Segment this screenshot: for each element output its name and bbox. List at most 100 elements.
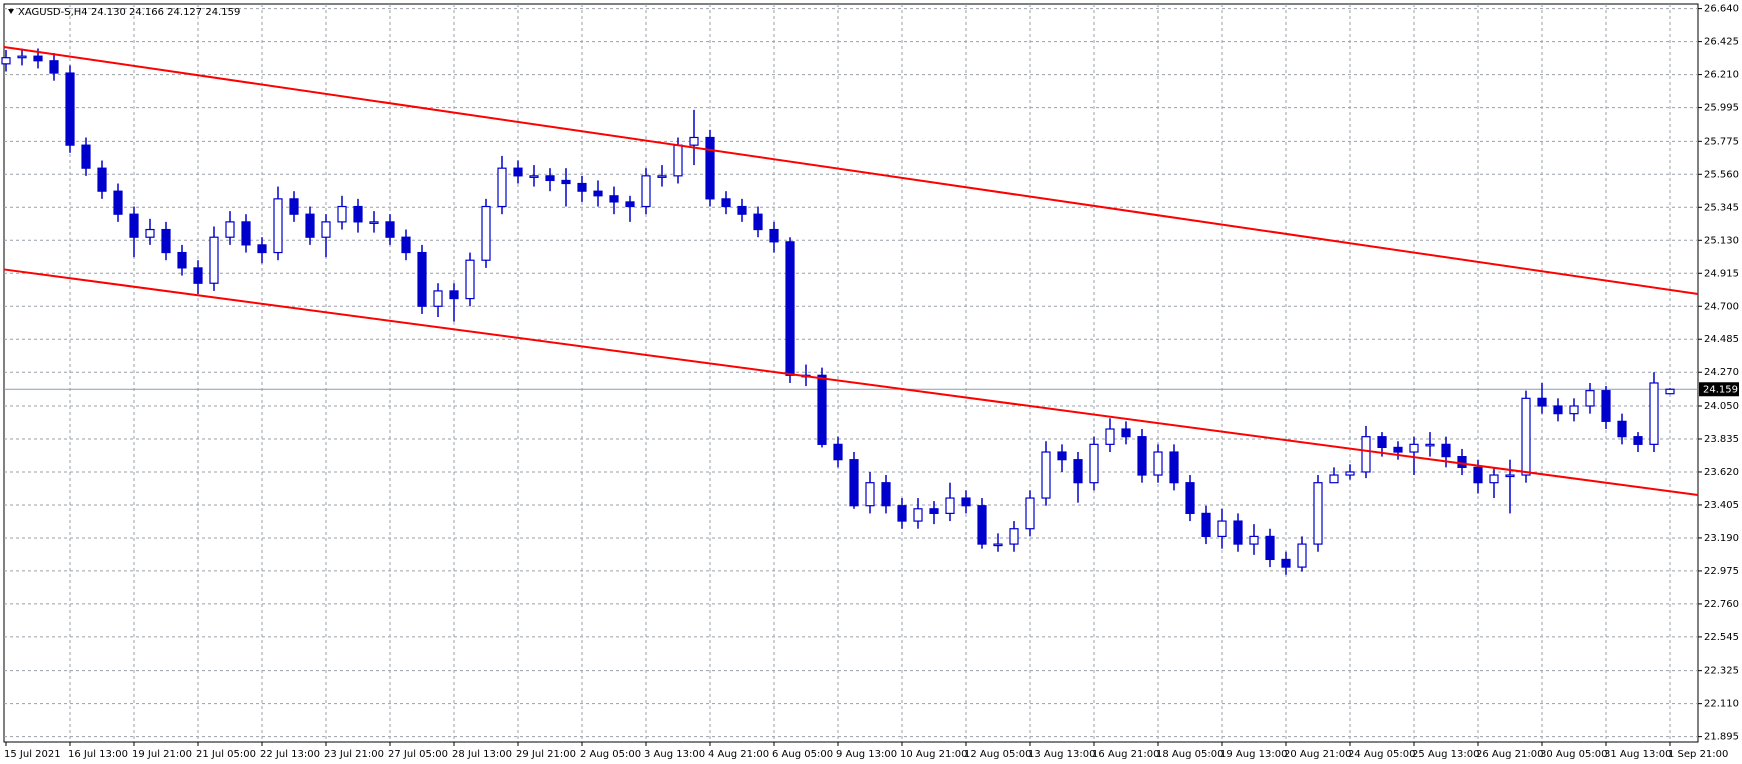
candle-body (1281, 558, 1291, 568)
candle-body (625, 201, 635, 208)
y-tick-label: 24.270 (1704, 367, 1739, 378)
candle-body (1489, 474, 1499, 484)
candle-body (1073, 459, 1083, 484)
candle-body (705, 136, 715, 200)
candle-body (113, 190, 123, 215)
x-tick-label: 28 Jul 13:00 (452, 749, 512, 760)
x-tick-label: 3 Aug 13:00 (644, 749, 705, 760)
x-tick-label: 20 Aug 21:00 (1284, 749, 1351, 760)
x-tick-label: 24 Aug 05:00 (1348, 749, 1415, 760)
trend-line (3, 45, 1699, 295)
symbol-menu-arrow[interactable] (8, 9, 14, 14)
candle-body (1313, 482, 1323, 545)
candle-body (97, 167, 107, 192)
candle-body (465, 259, 475, 300)
candle-body (721, 198, 731, 208)
candle-body (129, 213, 139, 238)
candle-body (657, 175, 667, 178)
x-tick-label: 26 Aug 21:00 (1476, 749, 1543, 760)
candle-body (641, 175, 651, 208)
candle-body (993, 543, 1003, 547)
candle-body (1329, 474, 1339, 484)
candle-body (1505, 474, 1515, 478)
candle-body (273, 198, 283, 254)
candle-body (1345, 471, 1355, 476)
candle-body (49, 60, 59, 74)
y-tick-label: 22.110 (1704, 699, 1739, 710)
candle-body (433, 290, 443, 307)
x-tick-label: 31 Aug 13:00 (1604, 749, 1671, 760)
y-tick-label: 25.345 (1704, 202, 1739, 213)
candle-body (353, 205, 363, 223)
candle-body (1249, 535, 1259, 545)
candle-body (401, 236, 411, 254)
candle-body (1537, 397, 1547, 407)
candle-body (1361, 436, 1371, 473)
candle-body (305, 213, 315, 238)
x-tick-label: 4 Aug 21:00 (708, 749, 769, 760)
candle-body (1585, 390, 1595, 407)
plot-frame (3, 3, 1699, 743)
candle-body (1041, 451, 1051, 499)
trend-line (3, 268, 1699, 496)
y-tick-label: 23.405 (1704, 500, 1739, 511)
candle-body (817, 374, 827, 445)
x-tick-label: 21 Jul 05:00 (196, 749, 256, 760)
candle-body (209, 236, 219, 284)
candle-body (65, 72, 75, 146)
last-price-label: 24.159 (1703, 384, 1738, 395)
x-tick-label: 10 Aug 21:00 (900, 749, 967, 760)
x-tick-label: 2 Aug 05:00 (580, 749, 641, 760)
candle-body (609, 195, 619, 203)
candle-body (545, 175, 555, 182)
candle-body (1393, 446, 1403, 453)
candle-body (1, 57, 11, 65)
y-tick-label: 25.995 (1704, 103, 1739, 114)
candle-body (17, 55, 27, 59)
candle-body (1649, 382, 1659, 445)
candle-body (1217, 520, 1227, 538)
y-tick-label: 25.775 (1704, 136, 1739, 147)
y-tick-label: 24.700 (1704, 301, 1739, 312)
candle-body (145, 228, 155, 238)
candle-body (753, 213, 763, 231)
y-tick-label: 26.425 (1704, 37, 1739, 48)
x-tick-label: 16 Jul 13:00 (68, 749, 128, 760)
candle-body (961, 497, 971, 507)
x-tick-label: 18 Aug 05:00 (1156, 749, 1223, 760)
candle-body (225, 221, 235, 238)
candle-body (1137, 436, 1147, 476)
candle-body (561, 179, 571, 185)
candle-body (497, 167, 507, 208)
x-tick-label: 16 Aug 21:00 (1092, 749, 1159, 760)
candle-body (177, 251, 187, 269)
candle-body (1569, 405, 1579, 415)
candle-body (977, 505, 987, 545)
candle-body (1057, 451, 1067, 461)
candle-body (673, 144, 683, 177)
candle-body (241, 221, 251, 246)
y-tick-label: 22.325 (1704, 666, 1739, 677)
x-tick-label: 6 Aug 05:00 (772, 749, 833, 760)
y-tick-label: 22.760 (1704, 599, 1739, 610)
candle-body (449, 290, 459, 300)
candle-body (81, 144, 91, 169)
candle-body (929, 508, 939, 514)
candle-body (289, 198, 299, 215)
y-tick-label: 22.545 (1704, 632, 1739, 643)
x-tick-label: 27 Jul 05:00 (388, 749, 448, 760)
candle-body (321, 221, 331, 238)
candle-body (1169, 451, 1179, 484)
y-tick-label: 21.895 (1704, 732, 1739, 743)
x-tick-label: 9 Aug 13:00 (836, 749, 897, 760)
candle-body (913, 508, 923, 522)
chart-title: XAGUSD-S,H4 24.130 24.166 24.127 24.159 (18, 7, 240, 18)
candle-body (1633, 436, 1643, 445)
candle-body (881, 482, 891, 507)
x-tick-label: 15 Jul 2021 (4, 749, 61, 760)
x-tick-label: 19 Jul 21:00 (132, 749, 192, 760)
candle-body (593, 190, 603, 197)
candle-body (1025, 497, 1035, 530)
candle-body (529, 175, 539, 178)
